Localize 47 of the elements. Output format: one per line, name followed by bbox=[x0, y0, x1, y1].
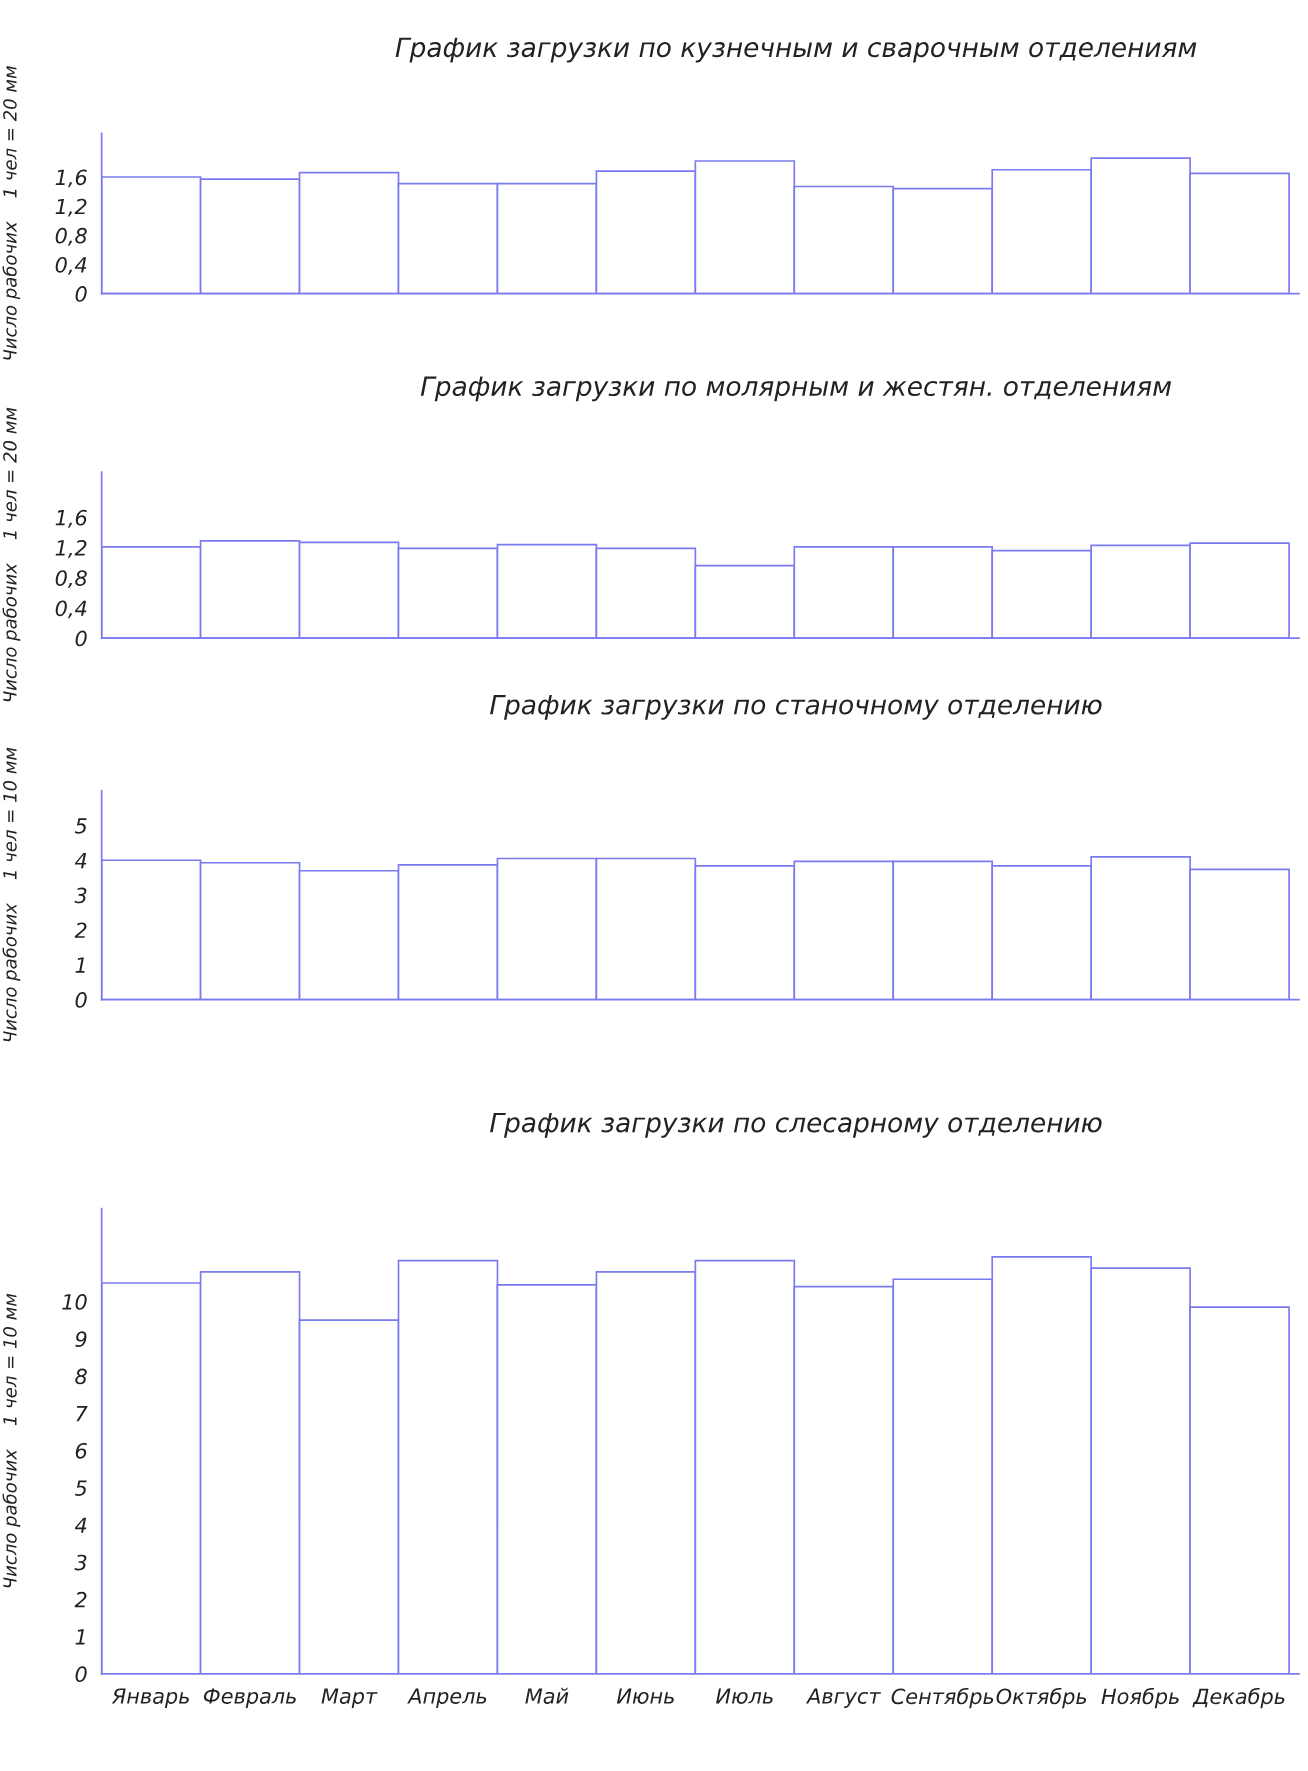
y-tick-label: 1,2 bbox=[55, 540, 87, 558]
x-tick-label: Апрель bbox=[407, 1688, 487, 1708]
y-tick-label: 0,4 bbox=[55, 600, 87, 619]
y-tick-label: 6 bbox=[75, 1442, 87, 1459]
chart-title: График загрузки по молярным и жестян. отделениям bbox=[420, 376, 1172, 402]
x-tick-label: Сентябрь bbox=[891, 1687, 994, 1709]
y-tick-label: 7 bbox=[76, 1406, 88, 1422]
chart-title: График загрузки по кузнечным и сварочным отделениям bbox=[395, 37, 1197, 63]
y-axis-title: Число рабочих 1 чел = 20 мм bbox=[2, 66, 21, 360]
y-tick-label: 5 bbox=[74, 1480, 87, 1496]
y-tick-label: 10 bbox=[62, 1294, 87, 1310]
x-tick-label: Август bbox=[805, 1688, 881, 1708]
y-tick-label: 8 bbox=[75, 1368, 87, 1385]
y-tick-label: 1 bbox=[75, 1629, 85, 1645]
y-tick-label: 9 bbox=[75, 1331, 87, 1348]
y-tick-label: 1,2 bbox=[55, 198, 87, 217]
y-tick-label: 0,4 bbox=[55, 256, 87, 275]
y-tick-label: 3 bbox=[74, 887, 87, 904]
y-tick-label: 1,6 bbox=[55, 509, 87, 528]
y-tick-label: 4 bbox=[74, 1517, 87, 1533]
x-tick-label: Ноябрь bbox=[1101, 1687, 1179, 1709]
y-tick-label: 2 bbox=[74, 1591, 87, 1608]
chart-title: График загрузки по слесарному отделению bbox=[490, 1112, 1102, 1138]
chart-title: График загрузки по станочному отделению bbox=[490, 695, 1102, 720]
x-tick-label: Декабрь bbox=[1192, 1687, 1285, 1709]
x-tick-label: Январь bbox=[111, 1688, 189, 1708]
y-axis-title: Число рабочих 1 чел = 10 мм bbox=[2, 747, 21, 1042]
y-tick-label: 5 bbox=[74, 818, 87, 834]
x-tick-label: Март bbox=[321, 1688, 378, 1708]
x-tick-label: Февраль bbox=[203, 1688, 296, 1708]
y-tick-label: 0 bbox=[75, 1666, 87, 1683]
y-axis-title: Число рабочих 1 чел = 10 мм bbox=[2, 1293, 21, 1588]
x-tick-label: Июль bbox=[716, 1688, 773, 1704]
y-tick-label: 0,8 bbox=[55, 227, 87, 246]
x-tick-label: Май bbox=[525, 1687, 569, 1704]
y-tick-label: 0 bbox=[75, 286, 87, 302]
y-tick-label: 1 bbox=[75, 957, 85, 973]
y-tick-label: 1,6 bbox=[55, 169, 87, 188]
x-tick-label: Июнь bbox=[616, 1688, 674, 1704]
y-tick-label: 3 bbox=[74, 1554, 87, 1571]
y-tick-label: 4 bbox=[74, 853, 87, 869]
y-tick-label: 0 bbox=[75, 992, 87, 1008]
y-axis-title: Число рабочих 1 чел = 20 мм bbox=[2, 407, 21, 702]
y-tick-label: 0,8 bbox=[55, 570, 87, 589]
x-tick-label: Октябрь bbox=[996, 1687, 1087, 1709]
y-tick-label: 2 bbox=[74, 922, 87, 938]
y-tick-label: 0 bbox=[75, 630, 87, 647]
